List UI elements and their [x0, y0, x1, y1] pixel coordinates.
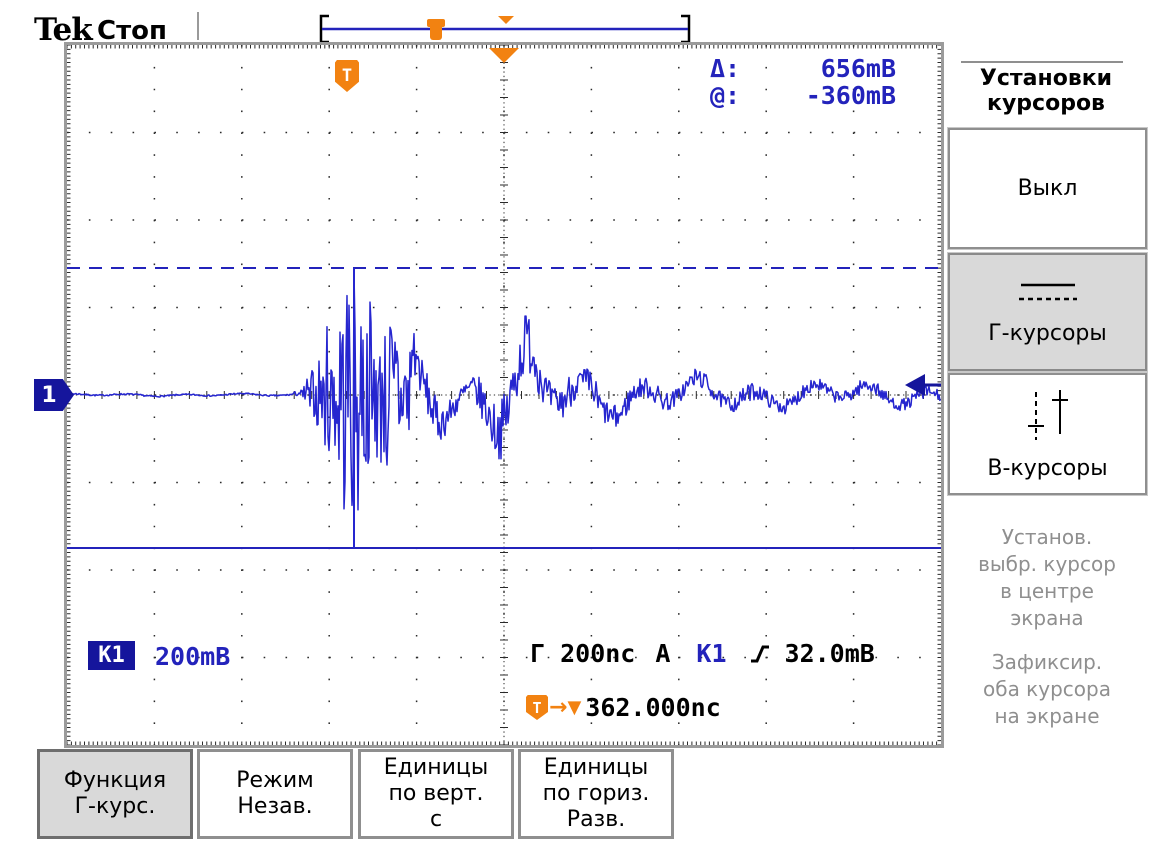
acquisition-mode: А — [655, 639, 671, 668]
menu-button-vertical-units[interactable]: Единицы по верт. с — [358, 749, 514, 839]
acquisition-status: Стоп — [97, 16, 167, 46]
hint-line: оба курсора — [983, 677, 1111, 701]
horizontal-cursors-icon — [1018, 283, 1077, 300]
hint-line: Установ. — [1001, 525, 1093, 549]
sidebar-button-h-cursors[interactable]: Г-курсоры — [948, 253, 1147, 371]
sidebar-title-line1: Установки — [979, 66, 1113, 91]
off-button-label: Выкл — [1017, 176, 1078, 201]
menu-label-line: Режим — [236, 768, 314, 793]
menu-button-mode[interactable]: Режим Незав. — [197, 749, 353, 839]
menu-label-line: Г-курс. — [74, 794, 156, 819]
menu-label-line: Функция — [63, 768, 167, 793]
rising-edge-icon — [750, 645, 769, 662]
menu-button-function[interactable]: Функция Г-курс. — [37, 749, 193, 839]
trigger-position-time: T → ▼ 362.000nc — [526, 693, 721, 722]
waveform-display — [67, 45, 941, 745]
horizontal-scale: Г 200nc — [530, 639, 636, 668]
menu-label-line: по верт. — [388, 781, 484, 806]
h-cursors-button-label: Г-курсоры — [988, 320, 1107, 346]
sidebar-title-rule — [961, 61, 1123, 63]
cursor-readout: Δ: 656mB @: -360mB — [710, 55, 896, 109]
channel1-scale-value: 200mB — [155, 642, 231, 671]
trigger-position-slider-icon — [427, 19, 445, 40]
menu-label-line: по гориз. — [542, 781, 650, 806]
hint-line: выбр. курсор — [978, 552, 1116, 576]
sidebar-button-off[interactable]: Выкл — [948, 128, 1147, 249]
header-divider — [197, 12, 199, 40]
trigger-level: 32.0mB — [784, 639, 875, 668]
trigger-badge-icon: T — [526, 695, 548, 720]
menu-button-horizontal-units[interactable]: Единицы по гориз. Разв. — [518, 749, 674, 839]
channel1-scale-badge: К1 — [88, 641, 135, 670]
menu-label-line: Незав. — [237, 794, 313, 819]
hint-line: Зафиксир. — [991, 650, 1103, 674]
delta-label: Δ: — [710, 54, 741, 83]
menu-label-line: Единицы — [383, 755, 489, 780]
arrow-right-icon: → — [549, 695, 568, 720]
sidebar-button-v-cursors[interactable]: В-курсоры — [948, 373, 1147, 495]
v-cursors-button-label: В-курсоры — [987, 455, 1108, 481]
trigger-status-line: Г 200nc А К1 32.0mB — [530, 639, 875, 668]
trigger-time-value: 362.000nc — [585, 693, 721, 722]
menu-label-line: с — [429, 807, 443, 832]
trigger-position-bar — [319, 14, 691, 44]
at-value: -360mB — [805, 81, 896, 110]
hint-line: на экране — [994, 704, 1100, 728]
hint-line: в центре — [1000, 579, 1094, 603]
hint-line: экрана — [1010, 606, 1084, 630]
triangle-down-icon: ▼ — [567, 697, 582, 718]
hint-center-cursor: Установ. выбр. курсор в центре экрана — [942, 524, 1152, 632]
sidebar-title-line2: курсоров — [987, 91, 1105, 116]
trigger-source: К1 — [696, 639, 727, 668]
window-position-triangle-icon — [498, 16, 514, 24]
vertical-cursors-icon — [1027, 389, 1068, 440]
menu-label-line: Единицы — [543, 755, 649, 780]
sidebar-title: Установки курсоров — [946, 66, 1146, 116]
at-label: @: — [710, 81, 741, 110]
delta-value: 656mB — [820, 54, 896, 83]
hint-fix-cursors: Зафиксир. оба курсора на экране — [942, 649, 1152, 730]
menu-label-line: Разв. — [566, 807, 626, 832]
